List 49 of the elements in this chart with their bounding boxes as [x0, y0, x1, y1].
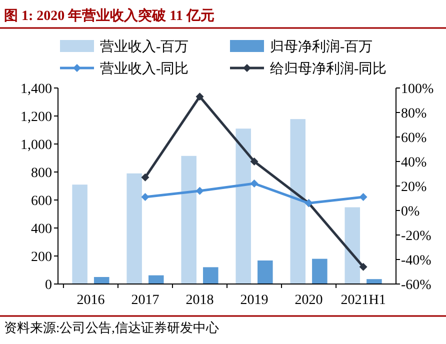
bar [312, 258, 328, 284]
legend-label: 给归母净利润-同比 [270, 61, 387, 77]
bar [203, 267, 218, 284]
text: 资料来源:公司公告,信达证券研发中心 [4, 320, 219, 335]
y-tick-label: 200 [31, 250, 52, 265]
bar [290, 119, 306, 284]
x-tick-label: 2017 [131, 293, 160, 308]
bar [344, 207, 360, 284]
bar [258, 260, 273, 284]
point [359, 262, 368, 271]
point [359, 193, 368, 202]
bar [181, 156, 196, 284]
y-tick-label: 0 [45, 278, 52, 293]
y2-tick-label: -40% [401, 254, 432, 268]
y-tick-label: 600 [31, 194, 52, 209]
y2-tick-label: 40% [401, 156, 427, 170]
y2-tick-label: 0% [401, 204, 420, 220]
y-tick-label: 1,200 [20, 110, 52, 125]
bar [236, 128, 251, 284]
y-tick-label: 1,400 [20, 82, 52, 97]
point [196, 186, 204, 195]
bar [126, 173, 142, 284]
point [250, 180, 258, 188]
legend-label: 营业收入-同比 [100, 61, 189, 77]
x-tick-label: 2021H1 [340, 293, 386, 308]
legend-label: 归母净利润-百万 [270, 39, 373, 55]
x-tick-label: 2019 [240, 293, 268, 308]
point [196, 92, 204, 101]
bar [72, 184, 88, 284]
x-tick-label: 2018 [186, 293, 214, 308]
legend-label: 营业收入-百万 [100, 39, 189, 55]
y2-tick-label: 100% [401, 82, 434, 97]
point [141, 173, 150, 182]
y2-tick-label: 80% [401, 106, 427, 122]
bar [148, 275, 164, 284]
point [141, 193, 150, 202]
chart-title: 图 1: 2020 年营业收入突破 11 亿元 [4, 7, 214, 24]
bar [94, 277, 110, 284]
y-tick-label: 400 [31, 222, 52, 237]
y2-tick-label: -20% [401, 229, 432, 244]
y2-tick-label: -60% [401, 278, 432, 293]
y2-tick-label: 60% [401, 131, 427, 146]
y-tick-label: 1,000 [20, 138, 52, 153]
bar [366, 279, 382, 284]
point [250, 158, 258, 166]
x-tick-label: 2016 [76, 293, 105, 308]
y-tick-label: 800 [31, 166, 52, 181]
y2-tick-label: 20% [401, 180, 427, 195]
x-tick-label: 2020 [294, 293, 323, 308]
